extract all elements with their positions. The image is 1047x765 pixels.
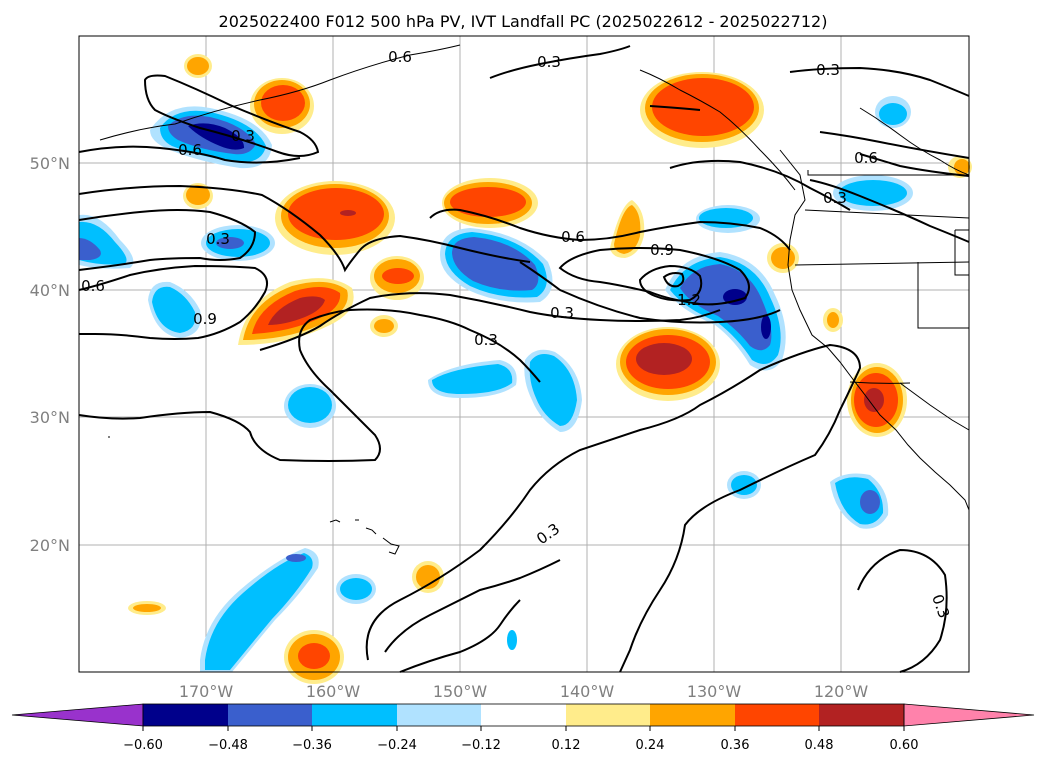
lat-label-50n: 50°N: [30, 154, 70, 173]
lat-label-30n: 30°N: [30, 408, 70, 427]
colorbar-extend-min: [11, 703, 144, 727]
colorbar-tick-label: 0.36: [721, 738, 750, 753]
lon-label-130w: 130°W: [687, 682, 742, 701]
pv-positive-anomaly-central-pacific: [183, 178, 538, 337]
pv-positive-anomaly-gulf-alaska: [640, 72, 764, 148]
pv-positive-anomaly-subtropic-west: [238, 278, 354, 345]
lon-label-140w: 140°W: [560, 682, 615, 701]
pv-negative-anomaly-northeast: [665, 252, 786, 371]
colorbar-segment: [819, 704, 904, 726]
contour-label: 0.6: [178, 141, 202, 159]
colorbar-segment: [312, 704, 397, 726]
pv-negative-anomaly-central: [428, 96, 913, 432]
contour-label: 0.6: [561, 228, 585, 246]
colorbar-ticks: [142, 726, 905, 731]
pv-negative-anomaly-subtropics: [200, 471, 889, 672]
lon-label-160w: 160°W: [306, 682, 361, 701]
longitude-labels: 170°W 160°W 150°W 140°W 130°W 120°W: [179, 682, 869, 701]
colorbar-extend-max: [903, 703, 1035, 727]
lat-label-40n: 40°N: [30, 281, 70, 300]
lon-label-150w: 150°W: [433, 682, 488, 701]
colorbar-tick-label: −0.36: [292, 738, 332, 753]
lon-label-120w: 120°W: [814, 682, 869, 701]
colorbar-tick-label: 0.48: [805, 738, 834, 753]
pv-positive-anomaly-northeast-pacific: [610, 156, 972, 401]
pv-positive-anomaly-tropics: [128, 561, 444, 684]
pv-positive-anomaly-california: [847, 363, 907, 437]
colorbar-tick-label: 0.12: [552, 738, 581, 753]
colorbar-segment: [481, 704, 566, 726]
contour-label: 0.3: [823, 189, 847, 207]
colorbar-tick-label: −0.24: [377, 738, 417, 753]
contour-label: 0.9: [193, 310, 217, 328]
colorbar-segment: [143, 704, 228, 726]
colorbar-segment: [397, 704, 481, 726]
colorbar-tick-label: 0.60: [890, 738, 919, 753]
colorbar-tick-label: 0.24: [636, 738, 665, 753]
ivt-contours: [78, 45, 970, 673]
latitude-labels: 50°N 40°N 30°N 20°N: [30, 154, 70, 555]
contour-label: 0.3: [550, 304, 574, 322]
pv-positive-anomaly-bering: [184, 54, 314, 134]
colorbar-frame: [142, 703, 905, 727]
map-panel: 0.3 0.6 0.3 0.6 0.9 0.6 0.3 0.9 1.2 0.3 …: [78, 35, 972, 684]
colorbar-segment: [650, 704, 735, 726]
colorbar-tick-labels: −0.60 −0.48 −0.36 −0.24 −0.12 0.12 0.24 …: [123, 738, 918, 753]
contour-label: 1.2: [677, 291, 701, 309]
map-frame: [78, 35, 970, 673]
contour-label: 0.3: [474, 331, 498, 349]
map-title: 2025022400 F012 500 hPa PV, IVT Landfall…: [219, 12, 828, 31]
colorbar-tick-label: −0.12: [461, 738, 501, 753]
colorbar-segment: [228, 704, 312, 726]
colorbar-segment: [735, 704, 819, 726]
lon-label-170w: 170°W: [179, 682, 234, 701]
contour-label: 0.3: [816, 61, 840, 79]
pv-negative-anomaly-west: [79, 214, 336, 428]
pv-filled-contours: [79, 54, 972, 684]
contour-label: 0.3: [206, 230, 230, 248]
contour-label: 0.3: [231, 127, 255, 145]
lat-label-20n: 20°N: [30, 536, 70, 555]
colorbar-segment: [566, 704, 650, 726]
colorbar-tick-label: −0.60: [123, 738, 163, 753]
colorbar-tick-label: −0.48: [208, 738, 248, 753]
colorbar: −0.60 −0.48 −0.36 −0.24 −0.12 0.12 0.24 …: [11, 703, 1035, 753]
contour-label: 0.6: [854, 149, 878, 167]
contour-label: 0.9: [650, 241, 674, 259]
contour-label: 0.3: [537, 53, 561, 71]
contour-label: 0.6: [388, 48, 412, 66]
contour-label: 0.6: [81, 277, 105, 295]
